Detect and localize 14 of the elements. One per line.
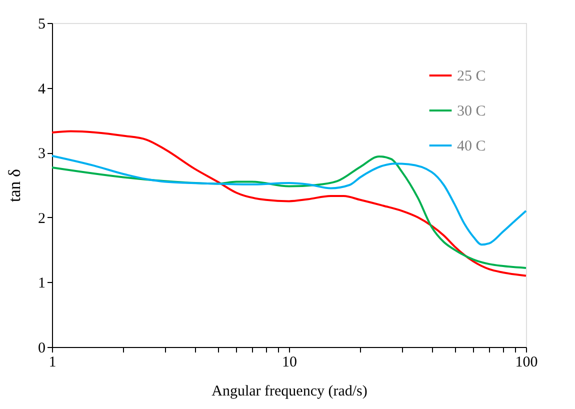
y-tick-label: 1 xyxy=(38,276,46,292)
y-axis-title: tan δ xyxy=(5,168,24,202)
y-tick-label: 4 xyxy=(38,81,46,98)
y-tick-label: 0 xyxy=(38,340,46,356)
x-axis-title: Angular frequency (rad/s) xyxy=(212,384,368,400)
y-tick-label: 3 xyxy=(38,146,46,162)
legend-label: 25 C xyxy=(457,68,486,84)
y-tick-label: 2 xyxy=(38,210,46,227)
x-tick-label: 1 xyxy=(48,354,56,370)
y-tick-label: 5 xyxy=(38,16,46,32)
legend-label: 40 C xyxy=(457,138,486,154)
x-tick-label: 100 xyxy=(515,354,538,370)
x-tick-label: 10 xyxy=(282,354,297,370)
legend-label: 30 C xyxy=(457,104,486,120)
